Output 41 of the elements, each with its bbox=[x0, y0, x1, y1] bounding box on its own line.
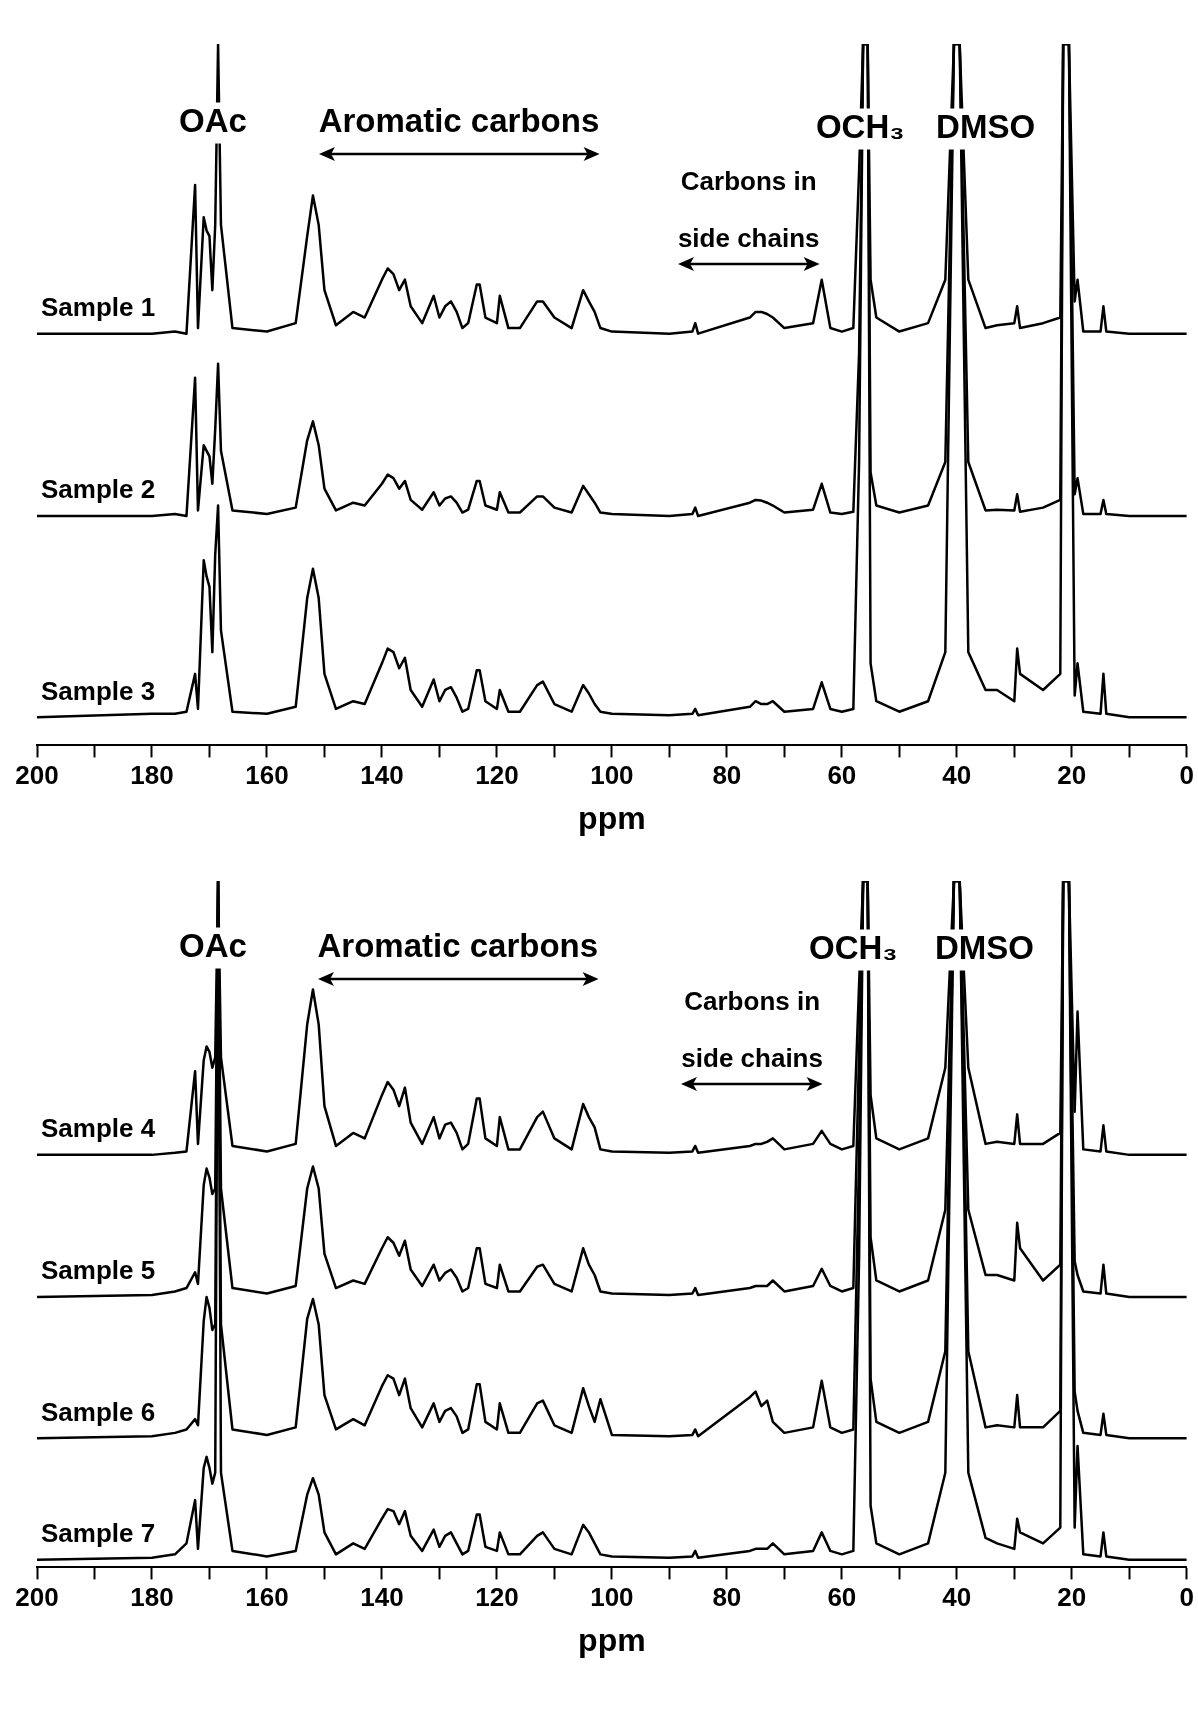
x-tick-label: 20 bbox=[1057, 760, 1087, 791]
annotation: Aromatic carbons bbox=[318, 102, 600, 140]
series-label: Sample 5 bbox=[41, 1255, 156, 1286]
x-tick-label: 160 bbox=[245, 1582, 289, 1613]
x-tick-label: 120 bbox=[475, 760, 519, 791]
annotation: OAc bbox=[178, 927, 247, 965]
x-tick-label: 180 bbox=[130, 760, 174, 791]
x-tick-label: 20 bbox=[1057, 1582, 1087, 1613]
x-tick-label: 60 bbox=[827, 760, 857, 791]
x-tick-label: 0 bbox=[1179, 1582, 1194, 1613]
x-tick-label: 0 bbox=[1179, 760, 1194, 791]
x-tick-label: 40 bbox=[942, 760, 972, 791]
x-tick-label: 200 bbox=[15, 760, 59, 791]
series-label: Sample 6 bbox=[41, 1396, 156, 1427]
annotation: Aromatic carbons bbox=[317, 927, 599, 965]
annotation: DMSO bbox=[936, 108, 1036, 146]
annotation: OCH₃ bbox=[815, 108, 905, 146]
x-tick-label: 140 bbox=[360, 760, 404, 791]
x-tick-label: 180 bbox=[130, 1582, 174, 1613]
x-tick-label: 100 bbox=[590, 760, 634, 791]
series-label: Sample 3 bbox=[41, 675, 156, 706]
x-tick-label: 100 bbox=[590, 1582, 634, 1613]
x-tick-label: 160 bbox=[245, 760, 289, 791]
x-axis-title: ppm bbox=[578, 1621, 646, 1658]
annotation: Carbons in side chains bbox=[677, 165, 820, 253]
x-tick-label: 80 bbox=[712, 1582, 742, 1613]
x-tick-label: 200 bbox=[15, 1582, 59, 1613]
x-tick-label: 120 bbox=[475, 1582, 519, 1613]
x-tick-label: 140 bbox=[360, 1582, 404, 1613]
x-tick-label: 80 bbox=[712, 760, 742, 791]
annotation: Carbons in side chains bbox=[681, 985, 823, 1073]
x-tick-label: 40 bbox=[942, 1582, 972, 1613]
x-axis-title: ppm bbox=[578, 799, 646, 836]
series-label: Sample 4 bbox=[41, 1113, 156, 1144]
x-tick-label: 60 bbox=[827, 1582, 857, 1613]
series-label: Sample 1 bbox=[41, 291, 156, 322]
annotation: OCH₃ bbox=[809, 929, 898, 967]
annotation: OAc bbox=[178, 102, 247, 140]
series-label: Sample 7 bbox=[41, 1518, 156, 1549]
annotation: DMSO bbox=[934, 929, 1034, 967]
series-label: Sample 2 bbox=[41, 474, 156, 505]
